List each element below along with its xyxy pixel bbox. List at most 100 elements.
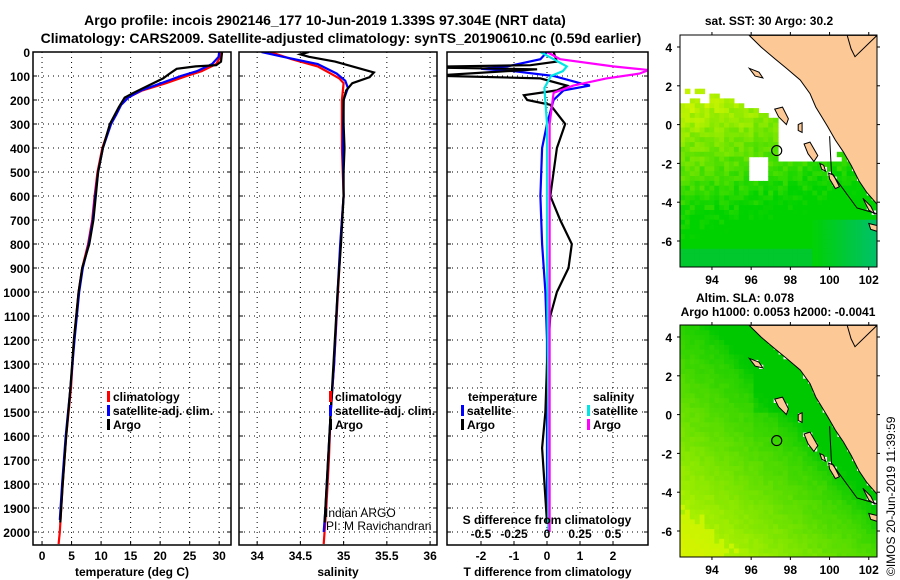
depth-tick-label: 2000	[3, 526, 30, 540]
legend-label: climatology	[113, 390, 180, 404]
series-line-satellite-adj-clim-	[58, 52, 221, 521]
island	[868, 512, 877, 522]
lat-tick-label: 0	[665, 119, 672, 133]
depth-tick-label: 1000	[3, 286, 30, 300]
depth-tick-label: 500	[10, 166, 30, 180]
x-tick-label: 15	[124, 549, 138, 563]
island	[773, 106, 789, 126]
legend-swatch	[587, 405, 590, 416]
legend-swatch	[107, 419, 110, 430]
x-tick-label: 30	[213, 549, 227, 563]
lon-tick-label: 94	[705, 563, 719, 577]
depth-tick-label: 800	[10, 238, 30, 252]
legend-label: Argo	[113, 418, 141, 432]
island	[747, 67, 765, 79]
depth-tick-label: 1700	[3, 454, 30, 468]
s-tick-label: 0	[544, 527, 551, 541]
plot-frame	[446, 51, 649, 546]
s-axis-label: S difference from climatology	[463, 513, 632, 527]
lat-tick-label: 4	[665, 41, 672, 55]
depth-tick-label: 1200	[3, 334, 30, 348]
legend-swatch	[461, 405, 464, 416]
lon-tick-label: 102	[859, 273, 879, 287]
lon-tick-label: 96	[744, 273, 758, 287]
lat-tick-label: 2	[665, 370, 672, 384]
sst-map-title: sat. SST: 30 Argo: 30.2	[705, 14, 834, 28]
s-tick-label: -0.5	[471, 527, 492, 541]
lon-tick-label: 98	[784, 273, 798, 287]
series-line-t-argo	[447, 52, 573, 523]
depth-tick-label: 200	[10, 94, 30, 108]
series-line-t-satellite	[480, 52, 591, 520]
series-line-climatology	[57, 52, 223, 545]
legend-swatch	[329, 391, 332, 402]
s-tick-label: 0.5	[605, 527, 622, 541]
x-tick-label: 0	[39, 549, 46, 563]
lon-tick-label: 100	[820, 563, 840, 577]
series-line-argo	[59, 52, 224, 523]
plot-frame	[32, 51, 232, 546]
plot-frame	[238, 51, 438, 546]
lon-tick-label: 102	[859, 563, 879, 577]
x-tick-label: -1	[509, 549, 520, 563]
x-tick-label: 25	[183, 549, 197, 563]
s-tick-label: -0.25	[500, 527, 528, 541]
series-line-s-satellite	[539, 52, 569, 532]
credit-institution: Indian ARGO	[325, 506, 396, 520]
depth-tick-label: 600	[10, 190, 30, 204]
land-sumatra	[748, 35, 877, 205]
argo-position-marker	[771, 144, 783, 157]
x-tick-label: 34.5	[289, 549, 313, 563]
legend-label: satellite	[593, 404, 638, 418]
s-tick-label: 0.25	[568, 527, 592, 541]
x-tick-label: 0	[544, 549, 551, 563]
depth-tick-label: 1800	[3, 478, 30, 492]
land	[747, 35, 877, 232]
island	[773, 396, 789, 416]
lon-tick-label: 98	[784, 563, 798, 577]
map-frame	[679, 324, 878, 558]
sla-map-subtitle: Argo h1000: 0.0053 h2000: -0.0041	[681, 305, 876, 319]
x-axis-label: temperature (deg C)	[75, 565, 189, 579]
depth-tick-label: 1400	[3, 382, 30, 396]
legend-swatch	[107, 405, 110, 416]
depth-tick-label: 1100	[4, 310, 30, 324]
figure-title-line2: Climatology: CARS2009. Satellite-adjuste…	[41, 30, 642, 46]
island	[797, 411, 803, 424]
lon-tick-label: 100	[820, 273, 840, 287]
legend-title-salinity: salinity	[593, 390, 635, 404]
lat-tick-label: 4	[665, 331, 672, 345]
island	[818, 452, 827, 463]
lon-tick-label: 94	[705, 273, 719, 287]
x-tick-label: -2	[476, 549, 487, 563]
x-tick-label: 35	[337, 549, 351, 563]
island	[747, 357, 765, 369]
legend-swatch	[587, 419, 590, 430]
legend-label: climatology	[335, 390, 402, 404]
island	[818, 162, 827, 173]
series-line-argo	[296, 52, 376, 523]
series-line-climatology	[269, 52, 345, 545]
sst-map-panel: sat. SST: 30 Argo: 30.2 94 96 98 100 102 4 2 0 -2…	[661, 14, 880, 287]
x-tick-label: 2	[610, 549, 617, 563]
land	[747, 325, 877, 522]
legend-label: satellite	[467, 404, 512, 418]
island	[868, 222, 877, 232]
sla-map-title: Altim. SLA: 0.078	[696, 291, 794, 305]
salinity-profile-panel: 34 34.5 35 35.5 36 salinity climatologysatelli…	[238, 51, 438, 579]
legend-label: Argo	[467, 418, 495, 432]
depth-tick-label: 100	[10, 70, 30, 84]
depth-tick-label: 0	[23, 46, 30, 60]
x-tick-label: 34	[250, 549, 264, 563]
lat-tick-label: -2	[661, 447, 672, 461]
legend-label: satellite-adj. clim.	[113, 404, 213, 418]
depth-tick-label: 1900	[3, 502, 30, 516]
legend-label: Argo	[593, 418, 621, 432]
legend-swatch	[329, 405, 332, 416]
argo-position-marker	[771, 434, 783, 447]
x-tick-label: 10	[94, 549, 108, 563]
depth-tick-label: 900	[10, 262, 30, 276]
lat-tick-label: -4	[661, 486, 672, 500]
